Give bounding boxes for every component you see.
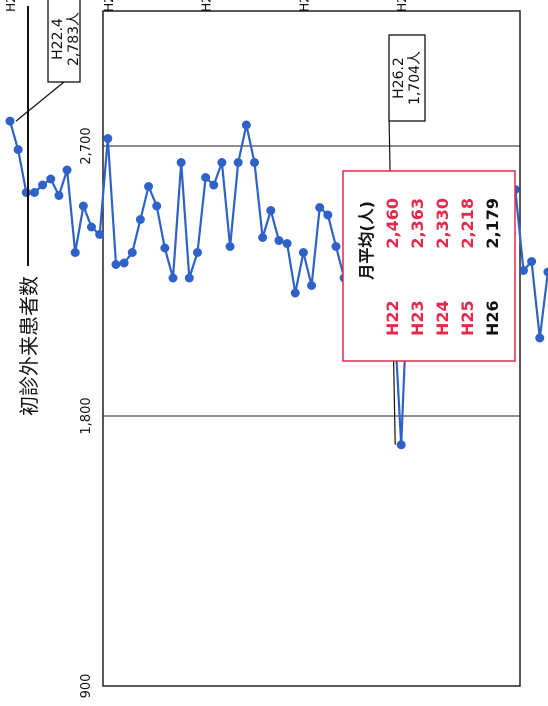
data-point: [290, 288, 300, 298]
data-point: [396, 440, 406, 450]
data-point: [103, 134, 113, 143]
data-point: [184, 273, 194, 283]
legend-row-label: H26: [483, 300, 502, 336]
data-point: [46, 174, 56, 184]
chart-title: 初診外来患者数: [17, 276, 41, 416]
data-point: [527, 257, 537, 266]
data-point: [217, 158, 227, 167]
data-point: [152, 201, 162, 211]
data-point: [13, 145, 23, 155]
legend-row-label: H22: [383, 300, 402, 336]
legend-border: [342, 170, 516, 362]
data-point: [78, 201, 88, 211]
data-point: [274, 236, 284, 245]
data-point: [225, 242, 235, 251]
data-point: [127, 248, 137, 257]
annotation-text: 1,704人: [407, 51, 423, 105]
annotation-text: H26.2: [391, 57, 407, 99]
data-point: [168, 273, 178, 283]
legend-row-value: 2,363: [408, 198, 427, 249]
data-point: [233, 158, 243, 167]
annotation-text: 2,783人: [66, 12, 82, 66]
annotations: H22.4 2,783人 H26.2 1,704人: [15, 0, 426, 445]
data-point: [282, 239, 292, 248]
data-point: [543, 267, 548, 277]
data-point: [21, 188, 31, 197]
data-point: [111, 260, 121, 269]
data-point: [54, 191, 64, 200]
data-point: [307, 281, 317, 290]
y-tick-label: 2,700: [79, 127, 94, 164]
y-tick-labels: 900 1,800 2,700: [79, 127, 94, 698]
data-point: [518, 266, 528, 275]
legend-row-value: 2,330: [433, 198, 452, 249]
data-point: [250, 158, 259, 167]
data-point: [266, 206, 276, 215]
monthly-average-box: 月平均(人) H22 2,460 H23 2,363 H24 2,330 H25 2,218 H2…: [342, 170, 516, 362]
data-point: [87, 222, 96, 232]
data-point: [29, 188, 39, 197]
data-point: [209, 180, 219, 190]
data-point: [315, 203, 325, 212]
data-point: [535, 333, 545, 343]
data-point: [160, 243, 170, 253]
data-point: [135, 215, 145, 224]
legend-row-label: H23: [408, 300, 427, 336]
annotation-box: [47, 0, 81, 83]
data-point: [323, 210, 333, 220]
x-tick-labels: H22.4 H23.4 H24.4 H25.4 H26.4: [4, 0, 409, 12]
data-point: [38, 180, 48, 190]
x-tick-label: H25.4: [297, 0, 311, 12]
data-point: [119, 258, 129, 268]
legend-row-value: 2,218: [458, 198, 477, 249]
data-point: [331, 242, 341, 251]
chart-title-group: 初診外来患者数: [17, 6, 41, 416]
data-point: [192, 248, 202, 257]
legend-row-label: H25: [458, 300, 477, 336]
data-point: [5, 116, 15, 126]
annotation-arrow: [15, 81, 65, 122]
data-point: [258, 233, 268, 242]
legend-header: 月平均(人): [357, 201, 376, 281]
legend-row-value: 2,179: [483, 198, 502, 249]
data-point: [70, 248, 80, 257]
data-point: [298, 248, 308, 257]
annotation-text: H22.4: [50, 18, 66, 60]
y-tick-label: 1,800: [79, 397, 94, 434]
x-tick-label: H24.4: [200, 0, 214, 12]
legend-row-value: 2,460: [383, 198, 402, 249]
x-tick-label: H22.4: [4, 0, 18, 12]
x-tick-label: H26.4: [395, 0, 409, 12]
data-point: [241, 120, 251, 130]
data-point: [62, 165, 72, 175]
y-tick-label: 900: [79, 674, 94, 699]
gridlines: [103, 145, 520, 417]
data-point: [95, 230, 105, 239]
data-point: [201, 173, 211, 182]
data-point: [176, 158, 186, 167]
x-tick-label: H23.4: [102, 0, 116, 12]
annotation-box: [388, 34, 426, 122]
data-point: [144, 182, 154, 191]
legend-row-label: H24: [433, 300, 452, 336]
